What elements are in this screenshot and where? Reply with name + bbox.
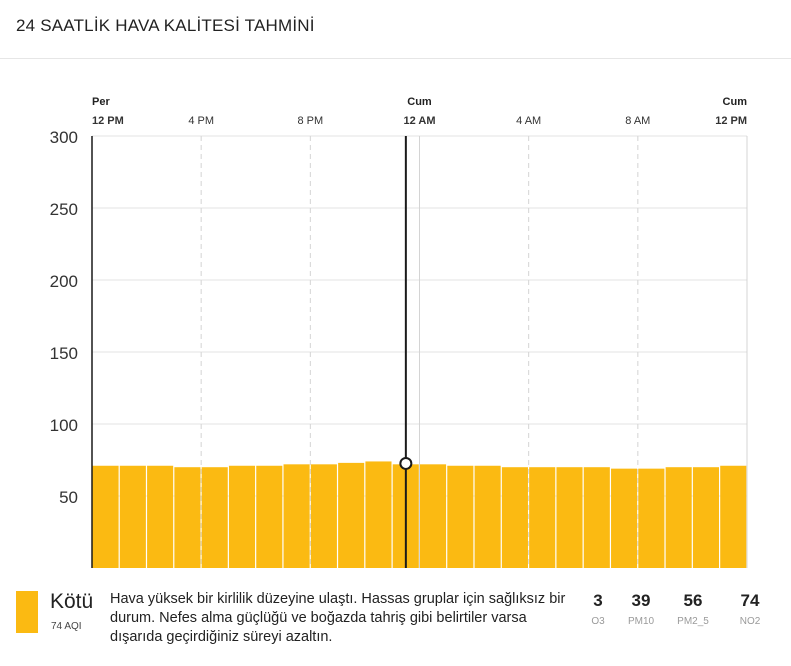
bar	[720, 465, 747, 568]
aqi-level-label: Kötü	[50, 590, 94, 613]
x-tick-time-label: 12 AM	[404, 115, 436, 127]
bar	[447, 465, 474, 568]
page-title: 24 SAATLİK HAVA KALİTESİ TAHMİNİ	[16, 16, 315, 35]
bar	[201, 467, 228, 568]
pollutant-value: 3	[593, 591, 603, 610]
x-tick-time-label: 12 PM	[715, 115, 747, 127]
bar	[529, 467, 556, 568]
selected-hour-point	[399, 456, 413, 470]
x-tick-day-label: Cum	[407, 96, 432, 108]
pollutant-name: PM2_5	[677, 616, 709, 627]
pollutant-no2: 74 NO2	[725, 591, 775, 627]
aqi-description: Hava yüksek bir kirlilik düzeyine ulaştı…	[110, 591, 566, 645]
pollutant-value: 74	[740, 591, 760, 610]
bar	[119, 465, 146, 568]
pollutant-value: 56	[683, 591, 703, 610]
x-tick-time-label: 4 PM	[188, 115, 214, 127]
bar	[147, 465, 174, 568]
y-tick-label: 250	[50, 200, 78, 219]
x-tick-day-label: Cum	[723, 96, 748, 108]
pollutant-o3: 3 O3	[573, 591, 623, 627]
y-tick-label: 100	[50, 416, 78, 435]
bar	[92, 465, 119, 568]
x-tick-time-label: 8 PM	[297, 115, 323, 127]
y-tick-label: 200	[50, 272, 78, 291]
y-tick-label: 50	[59, 488, 78, 507]
aqi-forecast-chart[interactable]: 50 100 150 200 250 300 Per 12 PM 4 PM 8 PM Cum 12 A…	[0, 58, 791, 569]
bar	[338, 462, 365, 568]
bar	[611, 468, 638, 568]
pollutant-pm25: 56 PM2_5	[668, 591, 718, 627]
bar	[256, 465, 283, 568]
bar	[310, 464, 337, 568]
aqi-summary: Kötü 74 AQI Hava yüksek bir kirlilik düz…	[0, 569, 791, 666]
pollutant-name: O3	[591, 616, 605, 627]
bar	[283, 464, 310, 568]
y-tick-label: 300	[50, 128, 78, 147]
pollutant-pm10: 39 PM10	[616, 591, 666, 627]
bar	[665, 467, 692, 568]
bar	[228, 465, 256, 568]
pollutant-name: PM10	[627, 616, 655, 627]
aqi-value-label: 74 AQI	[51, 621, 82, 632]
pollutant-value: 39	[631, 591, 651, 610]
y-tick-label: 150	[50, 344, 78, 363]
x-tick-time-label: 12 PM	[92, 115, 124, 127]
x-tick-day-label: Per	[92, 96, 110, 108]
bar	[692, 467, 720, 568]
bar	[420, 464, 447, 568]
header: 24 SAATLİK HAVA KALİTESİ TAHMİNİ	[0, 0, 791, 59]
bar	[501, 467, 528, 568]
aqi-level-swatch	[16, 591, 38, 633]
bar	[583, 467, 610, 568]
x-tick-time-label: 8 AM	[625, 115, 650, 127]
bar	[474, 465, 501, 568]
x-tick-time-label: 4 AM	[516, 115, 541, 127]
bar	[638, 468, 665, 568]
pollutant-name: NO2	[739, 616, 761, 627]
bar	[365, 461, 392, 568]
bar	[174, 467, 201, 568]
bar	[556, 467, 583, 568]
